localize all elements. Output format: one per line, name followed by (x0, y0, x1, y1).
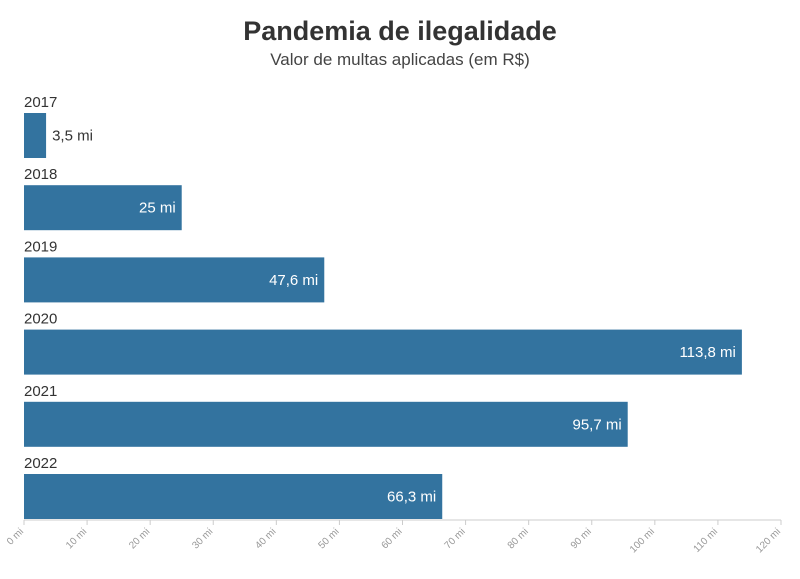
category-label: 2018 (24, 166, 57, 183)
x-tick-label: 20 mi (127, 526, 152, 551)
bar-value-label: 95,7 mi (573, 416, 622, 433)
bar (24, 329, 742, 375)
category-label: 2017 (24, 94, 57, 111)
category-label: 2019 (24, 238, 57, 255)
x-tick-label: 90 mi (569, 526, 594, 551)
bar (24, 113, 47, 158)
x-tick-label: 50 mi (316, 526, 341, 551)
x-tick-label: 40 mi (253, 526, 278, 551)
category-label: 2020 (24, 311, 57, 328)
x-tick-label: 110 mi (692, 526, 720, 554)
bar (24, 257, 325, 303)
chart-title: Pandemia de ilegalidade (243, 16, 557, 46)
x-tick-label: 70 mi (443, 526, 468, 551)
chart-subtitle: Valor de multas aplicadas (em R$) (270, 50, 530, 69)
x-tick-label: 0 mi (5, 526, 26, 547)
category-label: 2021 (24, 383, 57, 400)
x-tick-label: 100 mi (628, 526, 657, 555)
x-tick-label: 80 mi (506, 526, 531, 551)
x-tick-label: 30 mi (190, 526, 215, 551)
bar-value-label: 113,8 mi (679, 344, 735, 361)
bar (24, 185, 182, 231)
bar-value-label: 66,3 mi (387, 489, 436, 506)
bar-value-label: 47,6 mi (269, 272, 318, 289)
x-tick-label: 10 mi (64, 526, 89, 551)
bar-value-label: 25 mi (139, 200, 176, 217)
bar (24, 474, 443, 519)
x-tick-label: 120 mi (754, 526, 783, 555)
x-tick-label: 60 mi (380, 526, 405, 551)
category-label: 2022 (24, 455, 57, 472)
bar-value-label: 3,5 mi (52, 128, 93, 145)
bar (24, 401, 628, 447)
